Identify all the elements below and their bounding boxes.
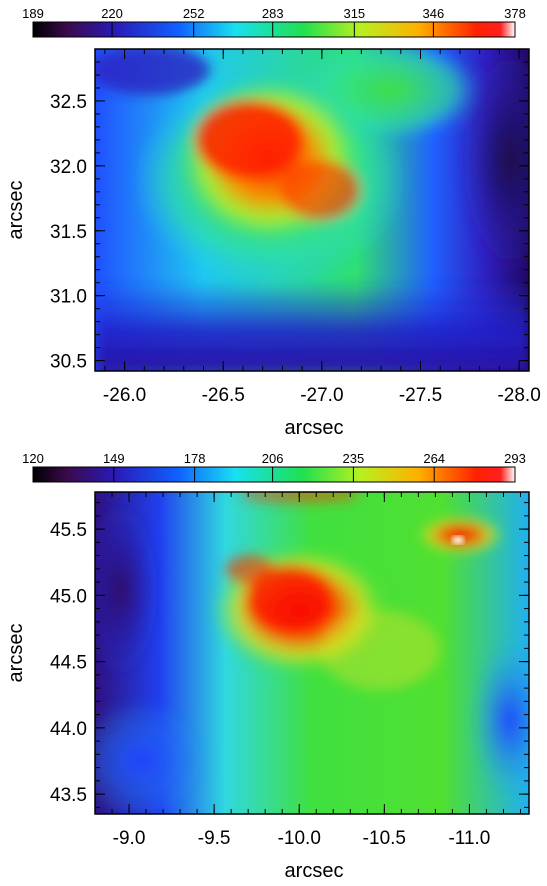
y-tick-labels-top: 30.5 31.0 31.5 32.0 32.5 [50,92,87,373]
y-tick-label: 31.0 [50,287,87,308]
y-tick-label: 43.5 [50,785,87,806]
colorbar-tick-label: 206 [262,451,284,466]
x-tick-label: -27.5 [399,385,442,406]
axis-ticks-top [95,49,529,371]
y-tick-label: 32.5 [50,92,87,113]
colorbar-tick-label: 149 [103,451,125,466]
colorbar-tick-label: 220 [101,6,123,21]
y-tick-label: 45.5 [50,520,87,541]
colorbar-tick-label: 346 [423,6,445,21]
plot-frame-bottom [94,491,530,815]
heatmap-bottom [95,492,529,814]
x-tick-label: -10.0 [278,828,321,849]
x-tick-label: -28.0 [497,385,540,406]
x-axis-label-bottom: arcsec [285,860,344,882]
x-tick-labels-bottom: -9.0 -9.5 -10.0 -10.5 -11.0 [113,828,491,849]
y-tick-label: 32.0 [50,157,87,178]
colorbar-top [32,21,516,38]
x-tick-label: -26.0 [103,385,146,406]
x-tick-label: -11.0 [448,828,490,849]
x-axis-label-top: arcsec [285,417,344,439]
y-axis-label-top: arcsec [5,181,27,240]
colorbar-bottom-labels: 120 149 178 206 235 264 293 [22,451,526,482]
colorbar-tick-label: 189 [22,6,44,21]
x-tick-label: -26.5 [202,385,245,406]
top-panel: 189 220 252 283 315 346 378 -26.0 -26.5 -27.0 -27… [5,6,541,439]
x-tick-labels-top: -26.0 -26.5 -27.0 -27.5 -28.0 [103,385,541,406]
y-axis-label-bottom: arcsec [5,624,27,683]
colorbar-tick-label: 283 [262,6,284,21]
y-tick-label: 44.0 [50,719,87,740]
x-tick-label: -27.0 [300,385,343,406]
heatmap-top [95,49,529,371]
colorbar-tick-label: 293 [504,451,526,466]
x-tick-label: -10.5 [363,828,406,849]
axis-ticks-bottom [94,492,529,814]
colorbar-tick-label: 315 [343,6,365,21]
bottom-panel: 120 149 178 206 235 264 293 -9.0 -9.5 -10.0 -10.5… [5,451,530,882]
y-tick-labels-bottom: 43.5 44.0 44.5 45.0 45.5 [50,520,87,806]
x-tick-label: -9.0 [113,828,146,849]
y-tick-label: 30.5 [50,352,87,373]
x-tick-label: -9.5 [198,828,231,849]
y-tick-label: 44.5 [50,653,87,674]
colorbar-tick-label: 378 [504,6,526,21]
colorbar-tick-label: 120 [22,451,44,466]
colorbar-bottom [32,466,516,483]
y-tick-label: 45.0 [50,586,87,607]
colorbar-tick-label: 252 [183,6,205,21]
y-tick-label: 31.5 [50,222,87,243]
plot-frame-top [94,48,530,372]
colorbar-tick-label: 235 [343,451,365,466]
colorbar-tick-label: 178 [184,451,206,466]
colorbar-top-labels: 189 220 252 283 315 346 378 [22,6,526,37]
colorbar-tick-label: 264 [423,451,445,466]
